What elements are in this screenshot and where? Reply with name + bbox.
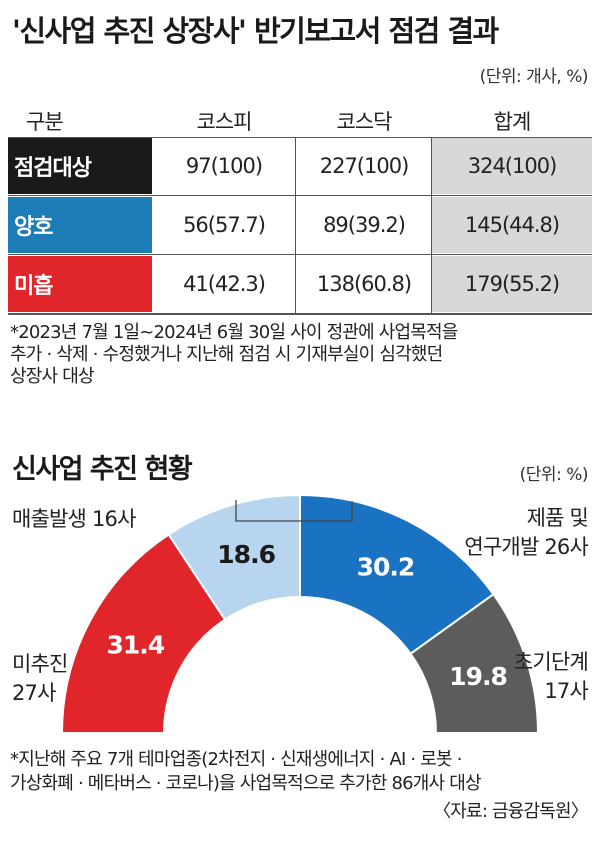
table-divider (8, 313, 592, 315)
table-header-kosdaq: 코스닥 (336, 110, 393, 134)
chart-unit: (단위: %) (519, 465, 589, 485)
row-label-poor: 미흡 (8, 256, 152, 312)
cell-poor-kosdaq: 138(60.8) (316, 272, 412, 296)
label-not-pursued-line: 27사 (12, 681, 56, 705)
leader-line (300, 501, 353, 522)
slice-value-label-2: 30.2 (357, 553, 415, 582)
table-note: *2023년 7월 1일~2024년 6월 30일 사이 정관에 사업목적을 추… (10, 322, 595, 388)
cell-target-total: 324(100) (432, 138, 592, 194)
slices-group (60, 493, 540, 734)
chart-note: *지난해 주요 7개 테마업종(2차전지 · 신재생에너지 · AI · 로봇 … (10, 748, 595, 796)
table-header-category: 구분 (26, 110, 64, 134)
table-header-total: 합계 (493, 110, 532, 134)
label-not-pursued: 미추진 27사 (12, 650, 68, 708)
cell-good-kospi: 56(57.7) (183, 213, 266, 237)
leader-lines (235, 500, 353, 522)
row-label-target: 점검대상 (8, 138, 152, 194)
table-divider (295, 138, 296, 313)
cell-poor-kospi: 41(42.3) (183, 272, 266, 296)
table-header-kospi: 코스피 (196, 110, 253, 134)
label-early-line: 초기단계 (513, 650, 589, 674)
table-divider (8, 137, 592, 138)
label-rnd-line: 연구개발 26사 (464, 535, 588, 559)
table-divider (431, 138, 432, 313)
source: 〈자료: 금융감독원〉 (433, 801, 589, 822)
table-divider (8, 195, 592, 196)
value-labels: 31.4 18.6 30.2 19.8 (106, 540, 507, 691)
leader-line (235, 500, 300, 522)
label-rnd: 제품 및 연구개발 26사 (464, 504, 588, 562)
chart-note-line: *지난해 주요 7개 테마업종(2차전지 · 신재생에너지 · AI · 로봇 … (10, 749, 462, 770)
row-label-good: 양호 (8, 197, 152, 253)
label-rnd-line: 제품 및 (526, 506, 589, 530)
page-title: '신사업 추진 상장사' 반기보고서 점검 결과 (12, 14, 499, 48)
table-note-line: *2023년 7월 1일~2024년 6월 30일 사이 정관에 사업목적을 (10, 322, 458, 343)
label-sales: 매출발생 16사 (12, 505, 136, 534)
slice-value-label-1: 18.6 (217, 540, 275, 569)
table-divider (8, 254, 592, 255)
label-early: 초기단계 17사 (513, 648, 589, 706)
label-sales-line: 매출발생 16사 (12, 507, 136, 531)
label-early-line: 17사 (544, 679, 588, 703)
slice-value-label-3: 19.8 (449, 662, 507, 691)
chart-title: 신사업 추진 현황 (12, 454, 193, 485)
cell-good-kosdaq: 89(39.2) (323, 213, 406, 237)
cell-poor-total: 179(55.2) (432, 256, 592, 312)
table-unit: (단위: 개사, %) (479, 67, 589, 87)
slice-3 (409, 592, 540, 734)
cell-target-kospi: 97(100) (185, 154, 263, 178)
slice-value-label-0: 31.4 (106, 630, 164, 659)
table-note-line: 추가 · 삭제 · 수정했거나 지난해 점검 시 기재부실이 심각했던 (10, 344, 443, 365)
label-not-pursued-line: 미추진 (12, 652, 68, 676)
cell-good-total: 145(44.8) (432, 197, 592, 253)
cell-target-kosdaq: 227(100) (319, 154, 410, 178)
table-note-line: 상장사 대상 (10, 366, 95, 387)
chart-note-line: 가상화폐 · 메타버스 · 코로나)을 사업목적으로 추가한 86개사 대상 (10, 773, 482, 794)
slice-0 (60, 533, 227, 734)
